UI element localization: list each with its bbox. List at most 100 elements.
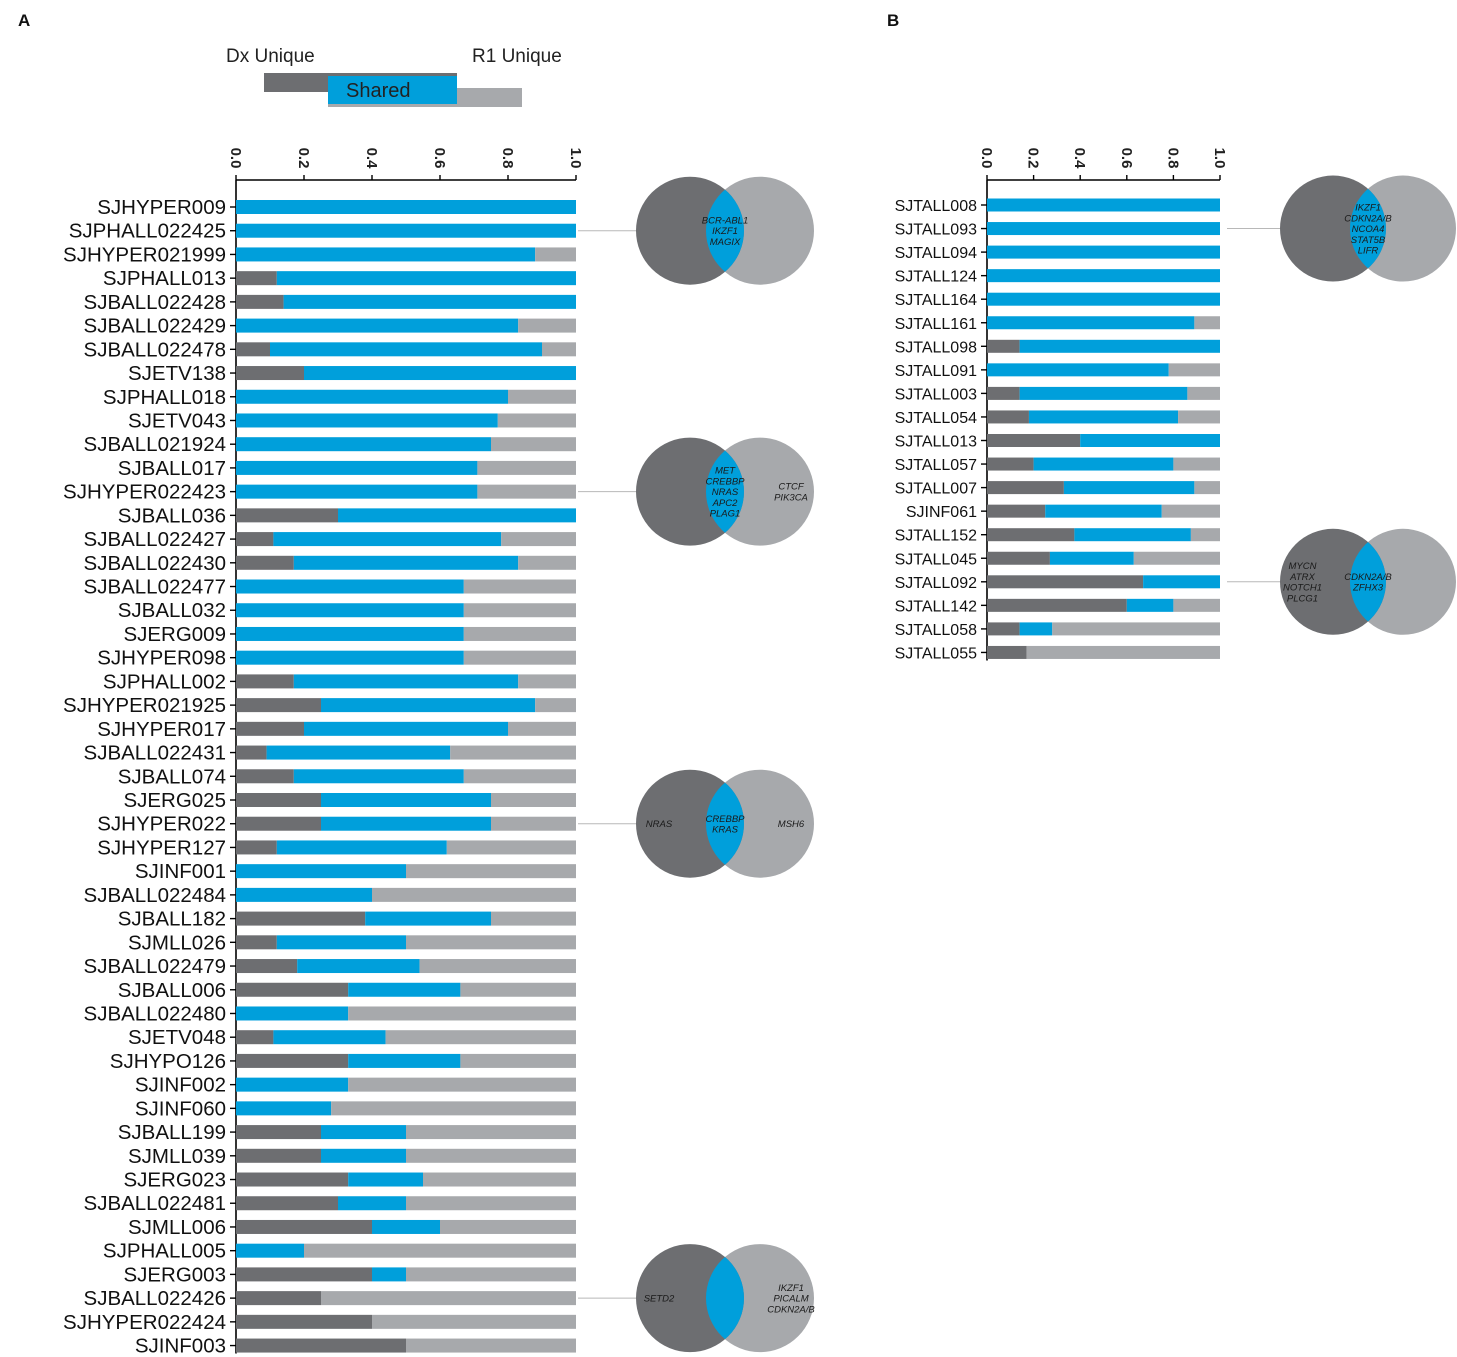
- bar-r1-unique-sjball021924: [491, 437, 576, 452]
- row-label-sjtall007: SJTALL007: [895, 481, 978, 498]
- bar-dx-unique-sjhypo126: [236, 1053, 349, 1068]
- bar-r1-unique-sjtall091: [1168, 363, 1220, 377]
- bar-dx-unique-sjetv138: [236, 366, 304, 381]
- venn-dx-gene: PLCG1: [1287, 594, 1318, 605]
- bar-shared-sjphall022425: [236, 223, 576, 238]
- bar-shared-sjball017: [236, 460, 478, 475]
- row-label-sjtall013: SJTALL013: [895, 434, 978, 451]
- bar-dx-unique-sjball006: [236, 982, 349, 997]
- bar-shared-sjtall161: [987, 316, 1195, 330]
- row-label-sjinf002: SJINF002: [135, 1074, 226, 1097]
- bar-shared-sjtall003: [1019, 386, 1188, 400]
- bar-r1-unique-sjball022431: [450, 745, 576, 760]
- bar-r1-unique-sjinf001: [406, 864, 576, 879]
- bar-shared-sjball032: [236, 603, 464, 618]
- legend-r1-unique-label: R1 Unique: [472, 46, 562, 67]
- row-label-sjtall091: SJTALL091: [895, 363, 978, 380]
- bar-shared-sjmll006: [372, 1219, 440, 1234]
- bar-dx-unique-sjmll039: [236, 1148, 321, 1163]
- bar-dx-unique-sjhyper021925: [236, 698, 321, 713]
- bar-r1-unique-sjerg025: [491, 793, 576, 807]
- bar-shared-sjhyper021925: [321, 698, 536, 713]
- row-label-sjhyper021925: SJHYPER021925: [63, 694, 226, 717]
- bar-r1-unique-sjtall152: [1190, 528, 1220, 542]
- bar-shared-sjball022478: [270, 342, 542, 357]
- bar-shared-sjetv043: [236, 413, 498, 428]
- row-label-sjhyper098: SJHYPER098: [97, 647, 226, 670]
- bar-shared-sjball022431: [266, 745, 451, 760]
- bar-shared-sjhyper022: [321, 816, 491, 831]
- row-label-sjball022429: SJBALL022429: [84, 315, 226, 338]
- bar-shared-sjphall013: [276, 271, 576, 286]
- venn-dx-gene: ATRX: [1289, 572, 1315, 583]
- bar-shared-sjball182: [365, 911, 491, 926]
- legend-shared-swatch: [328, 76, 457, 104]
- row-label-sjhypo126: SJHYPO126: [110, 1050, 226, 1073]
- venn-shared-gene: APC2: [712, 498, 739, 509]
- x-tick-label: 0.8: [499, 148, 516, 169]
- venn-r1-gene: CTCF: [778, 482, 805, 493]
- chart-panel-a: 0.0 0.2 0.4 0.6 0.8 1.0 SJHYPER009SJPHALL02242…: [63, 148, 584, 1357]
- row-label-sjball022428: SJBALL022428: [84, 291, 226, 314]
- bar-shared-sjinf001: [236, 864, 406, 879]
- row-label-sjerg025: SJERG025: [123, 789, 226, 812]
- venn-shared-gene: NRAS: [712, 487, 739, 498]
- row-label-sjerg003: SJERG003: [123, 1263, 226, 1286]
- bar-shared-sjinf002: [236, 1077, 349, 1092]
- bar-shared-sjball006: [348, 982, 461, 997]
- bar-r1-unique-sjhyper022423: [477, 484, 576, 499]
- bar-r1-unique-sjtall058: [1052, 622, 1220, 636]
- venn-shared-gene: ZFHX3: [1352, 583, 1384, 594]
- row-label-sjball036: SJBALL036: [118, 504, 226, 527]
- bar-dx-unique-sjball022427: [236, 532, 274, 547]
- bar-shared-sjtall058: [1019, 622, 1053, 636]
- x-tick-label: 1.0: [1211, 148, 1228, 169]
- bar-r1-unique-sjball006: [460, 982, 576, 997]
- row-label-sjhyper022: SJHYPER022: [97, 813, 226, 836]
- venn-shared-gene: BCR-ABL1: [702, 215, 748, 226]
- row-label-sjball022477: SJBALL022477: [84, 576, 226, 599]
- venn-shared-gene: CDKN2A/B: [1344, 213, 1392, 224]
- bar-shared-sjinf061: [1045, 504, 1162, 518]
- chart-panel-b: 0.0 0.2 0.4 0.6 0.8 1.0 SJTALL008 SJTALL093 SJTA…: [895, 148, 1228, 663]
- venn-shared-gene: PLAG1: [710, 509, 741, 520]
- bar-dx-unique-sjtall152: [987, 528, 1075, 542]
- bar-r1-unique-sjphall005: [304, 1243, 576, 1258]
- bar-r1-unique-sjmll006: [440, 1219, 576, 1234]
- bar-r1-unique-sjmll026: [406, 935, 576, 950]
- bar-dx-unique-sjtall098: [987, 339, 1020, 353]
- row-label-sjinf001: SJINF001: [135, 860, 226, 883]
- bar-shared-sjhyper017: [304, 721, 508, 736]
- row-label-sjball022478: SJBALL022478: [84, 338, 226, 361]
- row-label-sjball022431: SJBALL022431: [84, 742, 226, 765]
- bar-shared-sjtall142: [1126, 598, 1174, 612]
- row-label-sjmll006: SJMLL006: [128, 1216, 226, 1239]
- bar-shared-sjball199: [321, 1125, 406, 1140]
- row-label-sjball022480: SJBALL022480: [84, 1002, 226, 1025]
- bar-shared-sjphall005: [236, 1243, 304, 1258]
- bar-dx-unique-sjball022481: [236, 1196, 338, 1211]
- venn-shared-region: [1350, 175, 1386, 282]
- bar-r1-unique-sjball022427: [501, 532, 576, 547]
- bar-shared-sjtall054: [1028, 410, 1179, 424]
- bar-r1-unique-sjetv043: [497, 413, 576, 428]
- row-label-sjinf061: SJINF061: [906, 504, 977, 521]
- bar-r1-unique-sjball022479: [419, 959, 576, 974]
- bar-shared-sjball021924: [236, 437, 491, 452]
- bar-shared-sjhypo126: [348, 1053, 461, 1068]
- bar-dx-unique-sjball022479: [236, 959, 298, 974]
- bar-shared-sjtall007: [1063, 481, 1195, 495]
- venn-shared-gene: NCOA4: [1352, 224, 1385, 235]
- bar-r1-unique-sjtall054: [1178, 410, 1220, 424]
- bar-shared-sjball074: [293, 769, 464, 784]
- row-label-sjerg023: SJERG023: [123, 1169, 226, 1192]
- bar-shared-sjerg023: [348, 1172, 423, 1187]
- bar-shared-sjball022479: [297, 959, 420, 974]
- bar-shared-sjetv138: [304, 366, 576, 381]
- bar-shared-sjball022428: [283, 294, 576, 309]
- bar-dx-unique-sjtall007: [987, 481, 1064, 495]
- bar-r1-unique-sjball199: [406, 1125, 576, 1140]
